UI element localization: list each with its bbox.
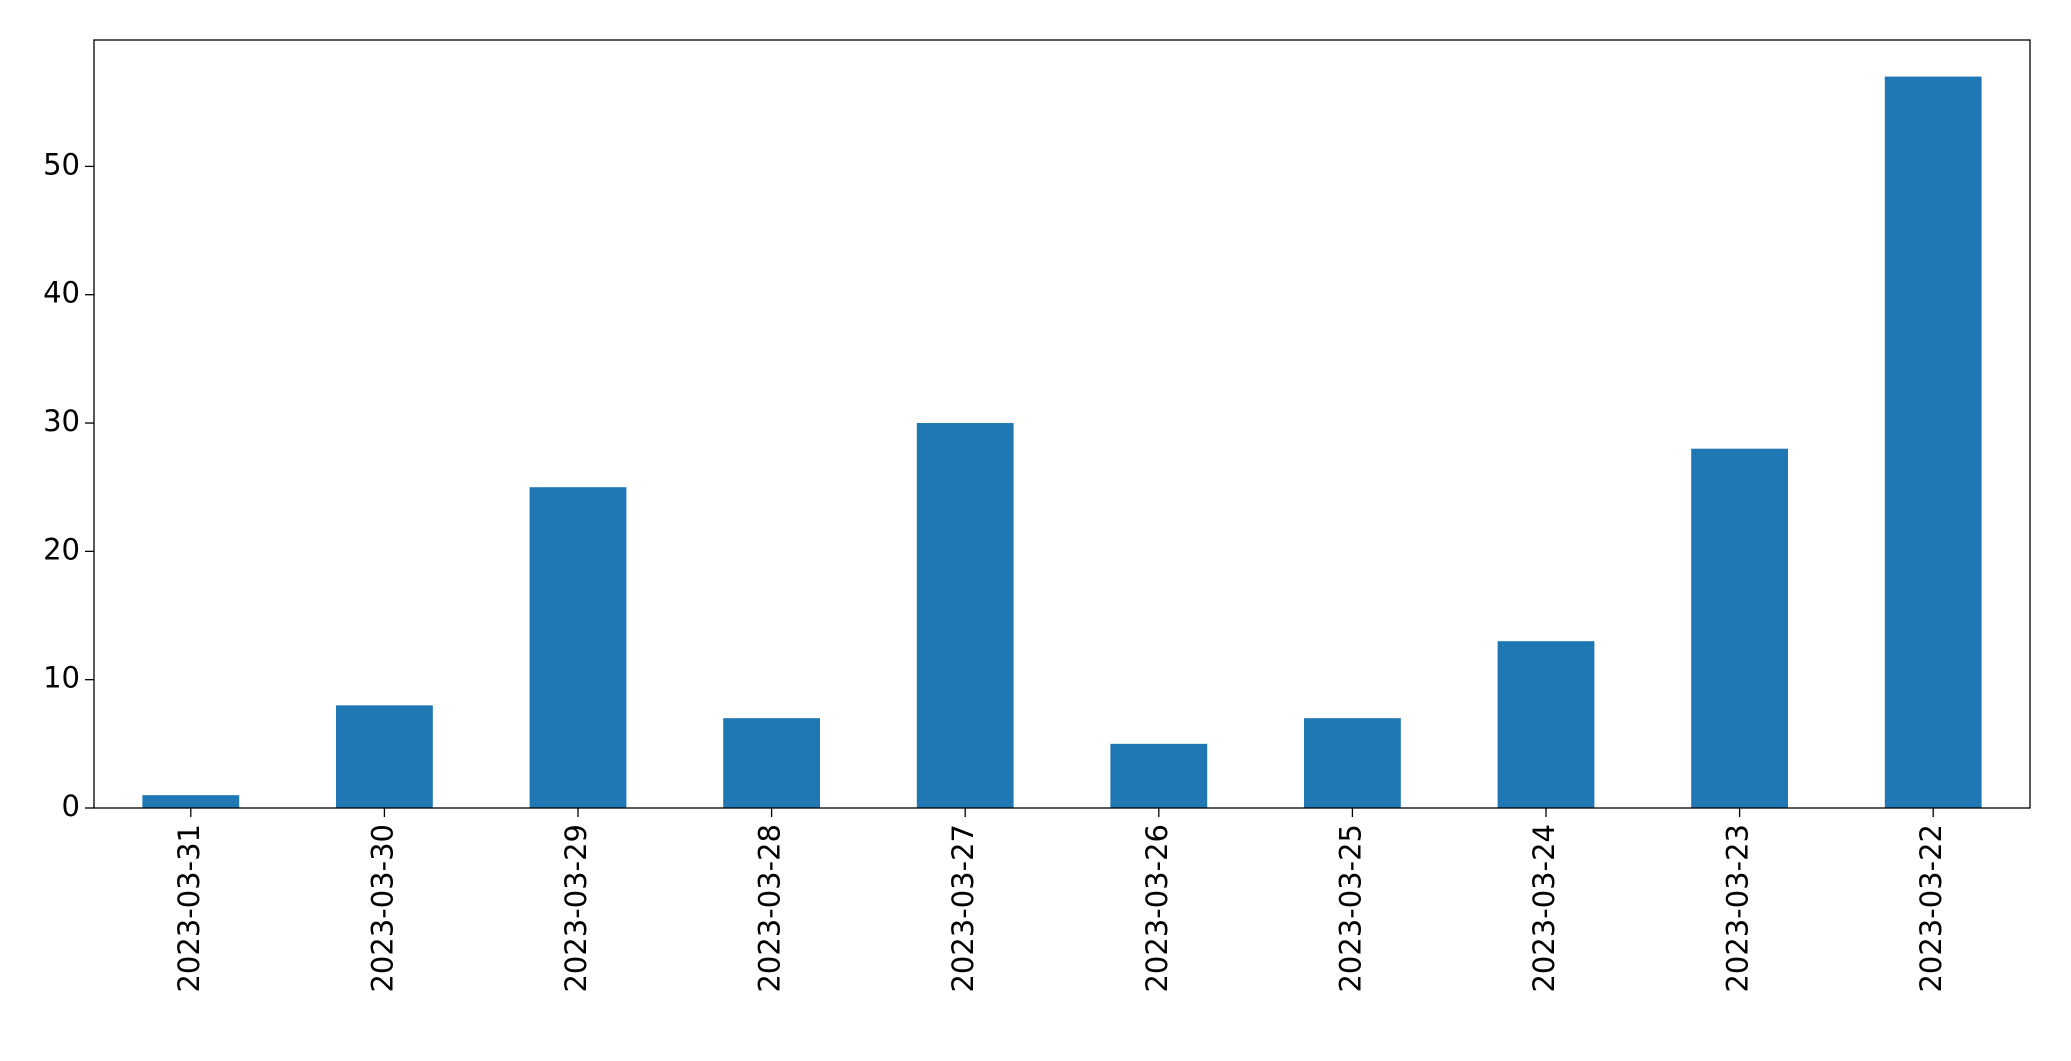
y-tick-label: 40 (43, 276, 80, 310)
x-tick-label: 2023-03-31 (172, 824, 206, 993)
bar (142, 795, 240, 808)
x-tick-label: 2023-03-27 (946, 824, 980, 993)
bar (916, 423, 1014, 808)
x-tick-label: 2023-03-26 (1140, 824, 1174, 993)
bar (1691, 448, 1788, 808)
bar (529, 487, 627, 808)
bar (723, 718, 820, 808)
x-tick-label: 2023-03-28 (753, 824, 787, 993)
y-tick-label: 30 (43, 404, 80, 438)
bar (1884, 76, 1982, 809)
y-tick-label: 0 (62, 789, 80, 823)
plot-frame (93, 39, 2031, 809)
x-tick-label: 2023-03-22 (1914, 824, 1948, 993)
x-tick-label: 2023-03-24 (1527, 824, 1561, 993)
y-tick-label: 20 (43, 532, 80, 566)
bar (1304, 718, 1401, 808)
y-tick-label: 10 (43, 661, 80, 695)
x-tick-label: 2023-03-25 (1333, 824, 1367, 993)
bar (1497, 641, 1595, 808)
y-tick-label: 50 (43, 147, 80, 181)
x-tick-label: 2023-03-23 (1721, 824, 1755, 993)
x-tick-label: 2023-03-30 (365, 824, 399, 993)
x-tick-label: 2023-03-29 (559, 824, 593, 993)
bar (1110, 743, 1208, 808)
bar (336, 705, 433, 808)
